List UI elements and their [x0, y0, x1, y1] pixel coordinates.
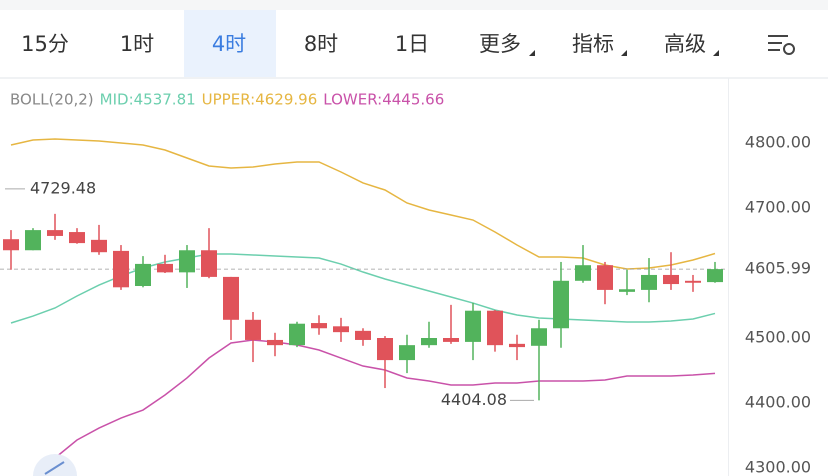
candle-body: [47, 230, 63, 236]
indicator-name: BOLL(20,2): [10, 91, 94, 109]
tab-bar: 15分 1时 4时 8时 1日 更多 指标 高级: [21, 32, 706, 56]
candle-body: [465, 310, 481, 342]
candle-body: [157, 263, 173, 273]
low-label: 4404.08: [441, 390, 507, 409]
candle-body: [487, 310, 503, 346]
tab-arrows: [529, 50, 719, 56]
tab[interactable]: 更多: [479, 32, 521, 56]
boll-line: [10, 138, 716, 270]
arrow: [529, 50, 535, 56]
top-strip: [0, 0, 828, 10]
candle-body: [289, 323, 305, 346]
tab[interactable]: 指标: [572, 32, 614, 56]
y-tick-label: 4400.00: [745, 393, 811, 412]
y-tick-label: 4800.00: [745, 133, 811, 152]
candle-body: [663, 274, 679, 285]
selected-tab-bg: [184, 10, 276, 77]
legend-entry: MID:4537.81: [100, 91, 196, 109]
candle-body: [509, 343, 525, 348]
candle-body: [399, 345, 415, 361]
plot-area: [0, 138, 728, 476]
tab[interactable]: 1日: [395, 32, 429, 56]
draw-button[interactable]: [33, 454, 77, 476]
candle-body: [25, 230, 41, 251]
last-price-label: 4605.99: [745, 259, 811, 278]
candle-body: [355, 330, 371, 340]
y-tick-label: 4300.00: [745, 458, 811, 476]
candle-body: [707, 269, 723, 283]
y-tick-label: 4700.00: [745, 198, 811, 217]
legend-entry: UPPER:4629.96: [202, 91, 318, 109]
tab[interactable]: 15分: [21, 32, 69, 56]
candle-body: [69, 232, 85, 244]
candle-body: [553, 280, 569, 329]
tab[interactable]: 高级: [664, 32, 706, 56]
legend-entry: LOWER:4445.66: [323, 91, 444, 109]
candle-body: [421, 338, 437, 346]
candle-body: [201, 250, 217, 277]
candle-body: [267, 339, 283, 346]
arrow: [713, 50, 719, 56]
candle-body: [135, 263, 151, 287]
candle-body: [443, 338, 459, 342]
candle-body: [597, 265, 613, 290]
candle-body: [3, 239, 19, 251]
high-label: 4729.48: [30, 178, 96, 197]
candle-body: [641, 274, 657, 290]
candle-body: [531, 328, 547, 346]
candle-body: [245, 319, 261, 340]
settings-icon[interactable]: [768, 35, 795, 55]
tab[interactable]: 4时: [212, 32, 246, 56]
candle-body: [91, 239, 107, 253]
y-tick-label: 4500.00: [745, 328, 811, 347]
tab[interactable]: 1时: [120, 32, 154, 56]
candle-body: [333, 326, 349, 333]
tab[interactable]: 8时: [304, 32, 338, 56]
draw-icon: [44, 461, 65, 475]
last-price-bg: [736, 258, 822, 281]
candle-body: [685, 280, 701, 283]
candle-body: [223, 276, 239, 320]
boll-line: [34, 339, 716, 476]
candle-body: [179, 250, 195, 273]
overlay: BOLL(20,2) MID:4537.81 UPPER:4629.96 LOWER:…: [5, 91, 822, 476]
candle-body: [377, 338, 393, 361]
candle-body: [575, 265, 591, 281]
candle-body: [113, 250, 129, 288]
candle-body: [619, 289, 635, 292]
arrow: [621, 50, 627, 56]
candle-body: [311, 323, 327, 329]
